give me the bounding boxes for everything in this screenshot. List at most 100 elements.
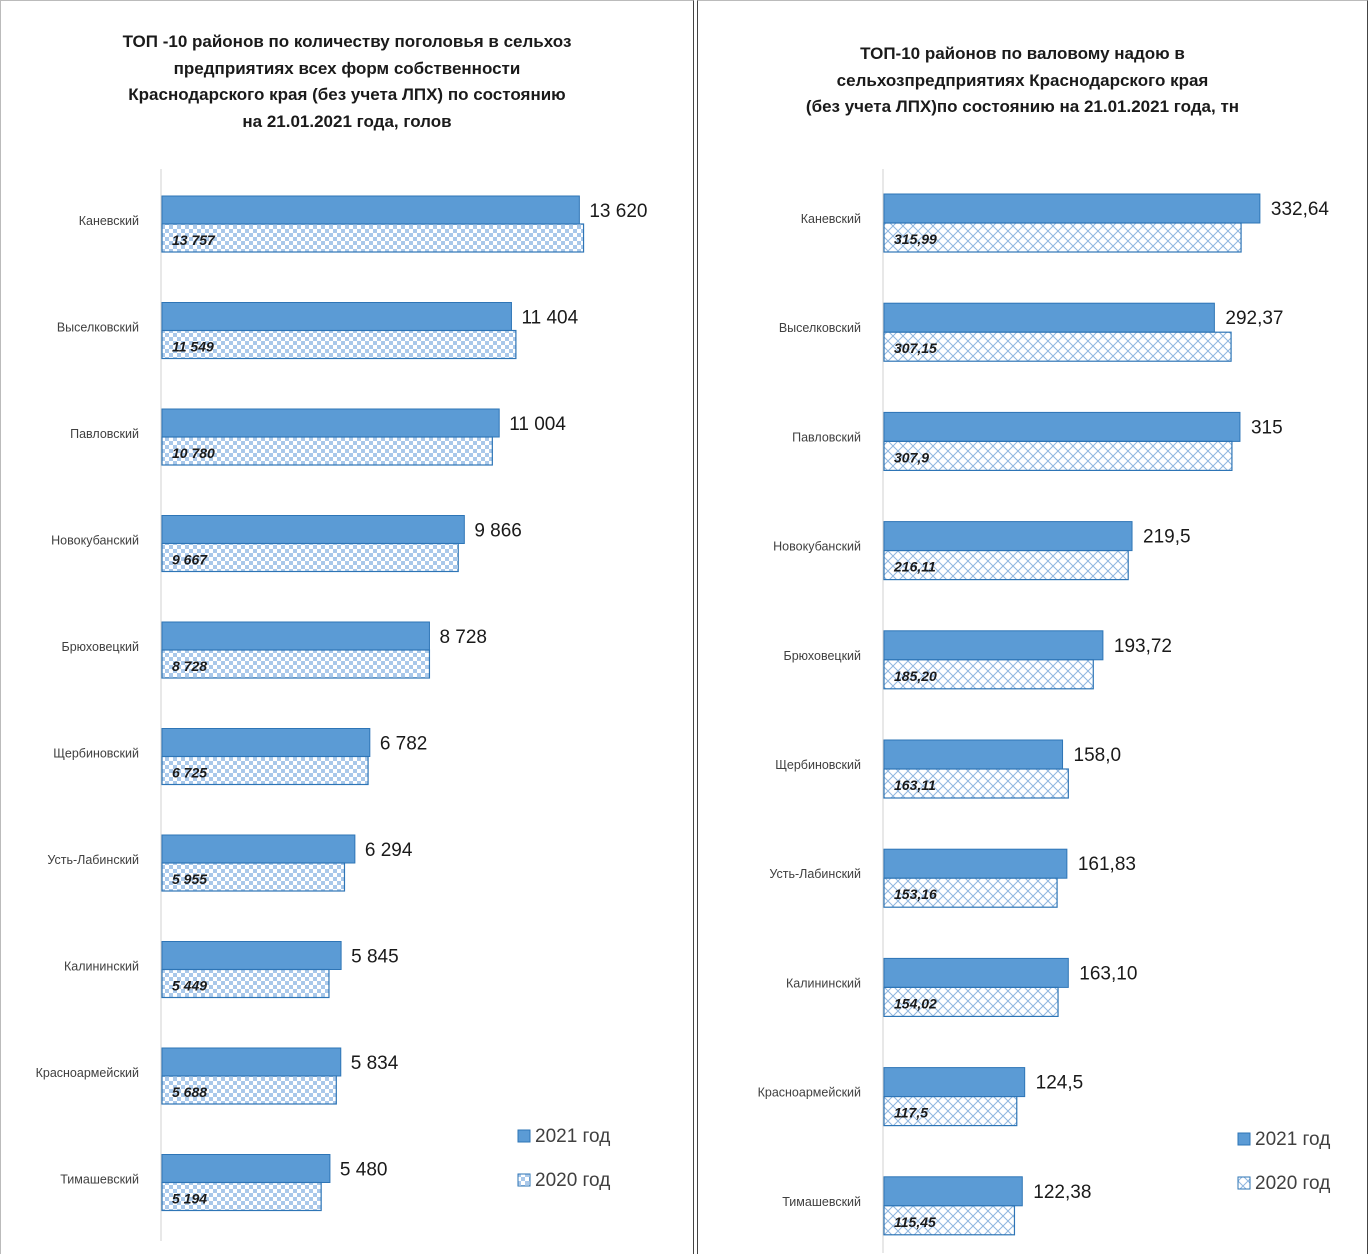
data-label-2021-павловский: 11 004	[509, 414, 566, 435]
bar-2021-щербиновский	[883, 739, 1064, 770]
data-label-2020-калининский: 5 449	[172, 978, 207, 994]
bar-2021-калининский	[883, 957, 1069, 988]
category-label-тимашевский: Тимашевский	[782, 1195, 861, 1209]
data-label-2020-павловский: 10 780	[172, 445, 215, 461]
data-label-2020-щербиновский: 6 725	[172, 765, 207, 781]
legend-swatch-2021	[1237, 1132, 1251, 1146]
bar-2021-каневский	[161, 195, 580, 225]
legend-swatch-2020	[517, 1173, 531, 1187]
data-label-2020-новокубанский: 9 667	[172, 552, 208, 568]
bar-2020-новокубанский	[161, 542, 459, 573]
bar-2020-брюховецкий	[883, 659, 1094, 690]
bar-2021-тимашевский	[161, 1154, 331, 1183]
bar-2020-каневский	[883, 222, 1242, 253]
data-label-2020-выселковский: 307,15	[894, 340, 937, 356]
bar-2021-тимашевский	[883, 1176, 1023, 1207]
data-label-2021-брюховецкий: 193,72	[1114, 636, 1172, 657]
category-label-брюховецкий: Брюховецкий	[784, 649, 862, 663]
bar-2020-красноармейский	[161, 1075, 337, 1105]
category-label-щербиновский: Щербиновский	[775, 758, 861, 772]
data-label-2021-красноармейский: 5 834	[351, 1053, 399, 1074]
data-label-2020-павловский: 307,9	[894, 449, 929, 465]
data-label-2021-тимашевский: 122,38	[1033, 1182, 1091, 1203]
legend-label-2021: 2021 год	[1255, 1129, 1330, 1150]
legend-label-2020: 2020 год	[535, 1170, 610, 1191]
category-label-каневский: Каневский	[801, 212, 861, 226]
data-label-2021-щербиновский: 6 782	[380, 734, 428, 755]
category-label-павловский: Павловский	[70, 427, 139, 441]
bar-2020-павловский	[161, 436, 493, 466]
data-label-2021-щербиновский: 158,0	[1074, 745, 1122, 766]
category-label-калининский: Калининский	[786, 976, 861, 990]
bar-2020-красноармейский	[883, 1095, 1018, 1127]
data-label-2020-каневский: 315,99	[894, 231, 937, 247]
data-label-2020-тимашевский: 115,45	[894, 1214, 936, 1230]
bar-2021-новокубанский	[883, 521, 1133, 552]
bar-2021-красноармейский	[161, 1047, 342, 1077]
category-label-красноармейский: Красноармейский	[36, 1066, 139, 1080]
bar-2021-калининский	[161, 941, 342, 970]
data-label-2021-выселковский: 11 404	[521, 308, 578, 329]
data-label-2021-выселковский: 292,37	[1225, 308, 1283, 329]
bar-2021-каневский	[883, 193, 1261, 224]
category-label-усть-лабинский: Усть-Лабинский	[47, 853, 139, 867]
category-label-выселковский: Выселковский	[57, 321, 139, 335]
bar-2021-выселковский	[883, 302, 1215, 333]
data-label-2021-красноармейский: 124,5	[1036, 1073, 1084, 1094]
bar-2021-новокубанский	[161, 515, 465, 544]
data-label-2021-каневский: 332,64	[1271, 199, 1330, 220]
legend-swatch-2020	[1237, 1176, 1251, 1190]
bar-chart-livestock: Каневский 13 620 13 757 Выселковский 11 404 1…	[36, 169, 647, 1241]
data-label-2020-каневский: 13 757	[172, 232, 216, 248]
bar-2021-усть-лабинский	[161, 834, 356, 864]
chart-title: ТОП -10 районов по количеству поголовья …	[122, 32, 572, 131]
category-label-тимашевский: Тимашевский	[60, 1173, 139, 1187]
data-label-2020-брюховецкий: 185,20	[894, 668, 937, 684]
bar-2020-калининский	[883, 986, 1059, 1018]
bar-2020-усть-лабинский	[883, 877, 1058, 908]
legend-label-2020: 2020 год	[1255, 1173, 1330, 1194]
data-label-2020-усть-лабинский: 5 955	[172, 871, 207, 887]
bar-2020-тимашевский	[883, 1205, 1016, 1236]
bar-2020-брюховецкий	[161, 649, 431, 679]
bar-2021-красноармейский	[883, 1067, 1026, 1098]
data-label-2021-тимашевский: 5 480	[340, 1160, 388, 1181]
data-label-2020-калининский: 154,02	[894, 995, 937, 1011]
bar-2020-павловский	[883, 440, 1233, 471]
chart-panel-right: ТОП-10 районов по валовому надою в сельх…	[697, 0, 1368, 1254]
bar-2020-калининский	[161, 968, 330, 999]
data-label-2021-павловский: 315	[1251, 417, 1283, 438]
category-label-щербиновский: Щербиновский	[53, 747, 139, 761]
bar-2021-выселковский	[161, 302, 512, 331]
category-label-усть-лабинский: Усть-Лабинский	[769, 867, 861, 881]
bar-2020-новокубанский	[883, 549, 1129, 581]
bar-2020-усть-лабинский	[161, 862, 346, 892]
bar-2021-павловский	[161, 408, 500, 438]
legend: 2021 год 2020 год	[517, 1126, 610, 1191]
bar-2020-выселковский	[161, 329, 517, 360]
data-label-2021-новокубанский: 9 866	[474, 521, 522, 542]
bar-2021-усть-лабинский	[883, 848, 1068, 879]
legend: 2021 год 2020 год	[1237, 1129, 1330, 1194]
data-label-2020-усть-лабинский: 153,16	[894, 886, 937, 902]
bar-2021-павловский	[883, 411, 1241, 442]
data-label-2021-калининский: 5 845	[351, 947, 399, 968]
data-label-2021-брюховецкий: 8 728	[439, 627, 487, 648]
data-label-2020-красноармейский: 5 688	[172, 1084, 207, 1100]
bar-chart-milk-yield: Каневский 332,64 315,99 Выселковский 292,37 3…	[758, 169, 1330, 1253]
data-label-2020-щербиновский: 163,11	[894, 777, 936, 793]
category-label-красноармейский: Красноармейский	[758, 1086, 861, 1100]
category-label-павловский: Павловский	[792, 430, 861, 444]
data-label-2021-усть-лабинский: 161,83	[1078, 854, 1136, 875]
data-label-2020-тимашевский: 5 194	[172, 1191, 207, 1207]
bar-2020-тимашевский	[161, 1181, 322, 1212]
data-label-2021-каневский: 13 620	[589, 201, 647, 222]
bar-2021-щербиновский	[161, 728, 371, 757]
bar-2020-щербиновский	[161, 755, 369, 786]
legend-label-2021: 2021 год	[535, 1126, 610, 1147]
chart-panel-left: ТОП -10 районов по количеству поголовья …	[0, 0, 694, 1254]
legend-swatch-2021	[517, 1129, 531, 1143]
data-label-2020-красноармейский: 117,5	[894, 1105, 928, 1121]
data-label-2021-усть-лабинский: 6 294	[365, 840, 413, 861]
data-label-2020-выселковский: 11 549	[172, 339, 214, 355]
